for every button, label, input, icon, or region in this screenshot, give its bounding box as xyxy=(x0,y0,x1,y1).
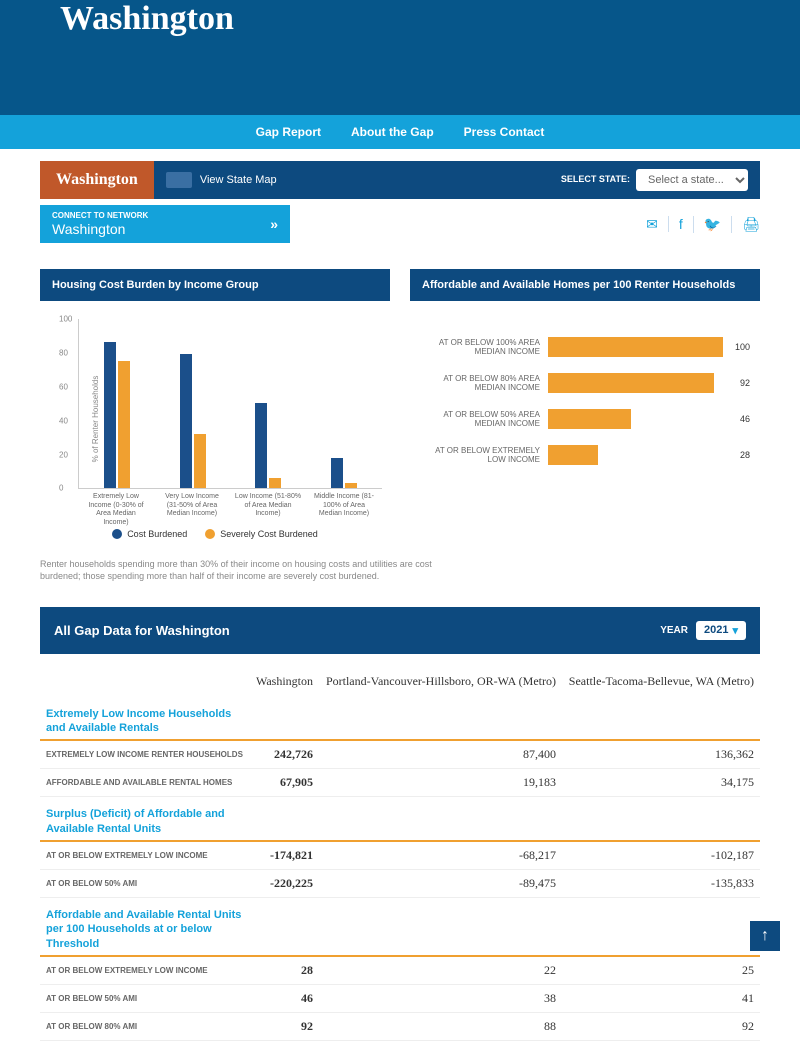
current-state-tab: Washington xyxy=(40,161,154,199)
select-state-label: SELECT STATE: xyxy=(561,175,630,185)
hbar-value: 100 xyxy=(735,342,750,352)
year-select[interactable]: 2021▾ xyxy=(696,621,746,640)
print-icon[interactable]: 🖨 xyxy=(731,216,760,233)
us-map-icon xyxy=(166,172,192,188)
legend-item: Severely Cost Burdened xyxy=(205,529,318,539)
map-bar: View State Map SELECT STATE: Select a st… xyxy=(154,161,760,199)
hbar-value: 92 xyxy=(740,378,750,388)
gap-data-header: All Gap Data for Washington YEAR 2021▾ xyxy=(40,607,760,654)
table-row: AT OR BELOW 80% AMI928892 xyxy=(40,1012,760,1040)
nav-link[interactable]: About the Gap xyxy=(351,125,434,139)
bar xyxy=(118,361,130,489)
bar xyxy=(345,483,357,488)
hbar-value: 28 xyxy=(740,450,750,460)
table-row: EXTREMELY LOW INCOME RENTER HOUSEHOLDS24… xyxy=(40,740,760,769)
email-icon[interactable]: ✉ xyxy=(646,216,658,233)
bar xyxy=(331,458,343,489)
table-header: Seattle-Tacoma-Bellevue, WA (Metro) xyxy=(562,666,760,697)
table-row: AT OR BELOW EXTREMELY LOW INCOME282225 xyxy=(40,956,760,985)
chart1-plot: 020406080100 xyxy=(78,319,382,489)
hbar-label: AT OR BELOW 50% AREA MEDIAN INCOME xyxy=(420,410,540,429)
bar xyxy=(104,342,116,488)
page-title: Washington xyxy=(60,0,740,38)
table-row: AFFORDABLE AND AVAILABLE RENTAL HOMES67,… xyxy=(40,769,760,797)
bar xyxy=(194,434,206,488)
x-axis-label: Extremely Low Income (0-30% of Area Medi… xyxy=(83,493,150,527)
nav-link[interactable]: Press Contact xyxy=(464,125,545,139)
table-header xyxy=(40,666,250,697)
x-axis-label: Very Low Income (31-50% of Area Median I… xyxy=(159,493,226,527)
top-nav: Gap Report About the Gap Press Contact xyxy=(0,115,800,149)
hbar-value: 46 xyxy=(740,414,750,424)
twitter-icon[interactable]: 🐦 xyxy=(693,216,721,233)
cost-burden-chart-card: Housing Cost Burden by Income Group % of… xyxy=(40,269,390,549)
table-row: AT OR BELOW 50% AMI463841 xyxy=(40,984,760,1012)
social-icons: ✉ f 🐦 🖨 xyxy=(646,216,760,233)
chart2-title: Affordable and Available Homes per 100 R… xyxy=(410,269,760,301)
view-map-link[interactable]: View State Map xyxy=(200,174,277,186)
state-select[interactable]: Select a state... xyxy=(636,169,748,191)
facebook-icon[interactable]: f xyxy=(668,216,683,232)
section-heading: Surplus (Deficit) of Affordable and Avai… xyxy=(40,797,250,841)
bar xyxy=(255,403,267,488)
gap-title: All Gap Data for Washington xyxy=(54,623,230,638)
year-label: YEAR xyxy=(660,625,688,636)
x-axis-label: Middle Income (81-100% of Area Median In… xyxy=(311,493,378,527)
connect-state: Washington xyxy=(52,221,148,238)
table-row: AT OR BELOW 50% AMI-220,225-89,475-135,8… xyxy=(40,869,760,897)
chart1-footnote: Renter households spending more than 30%… xyxy=(40,559,440,582)
hbar-fill xyxy=(548,373,714,393)
connect-network-button[interactable]: CONNECT TO NETWORK Washington » xyxy=(40,205,290,243)
table-header: Portland-Vancouver-Hillsboro, OR-WA (Met… xyxy=(319,666,562,697)
availability-chart-card: Affordable and Available Homes per 100 R… xyxy=(410,269,760,549)
nav-link[interactable]: Gap Report xyxy=(256,125,321,139)
hbar-label: AT OR BELOW 80% AREA MEDIAN INCOME xyxy=(420,374,540,393)
hbar-label: AT OR BELOW EXTREMELY LOW INCOME xyxy=(420,446,540,465)
hbar-fill xyxy=(548,445,598,465)
state-bar: Washington View State Map SELECT STATE: … xyxy=(40,161,760,199)
hero-banner: Washington xyxy=(0,0,800,115)
gap-data-table: WashingtonPortland-Vancouver-Hillsboro, … xyxy=(40,666,760,1041)
legend-item: Cost Burdened xyxy=(112,529,187,539)
hbar-fill xyxy=(548,337,723,357)
chevron-right-icon: » xyxy=(270,216,278,232)
table-header: Washington xyxy=(250,666,319,697)
chart2-plot: AT OR BELOW 100% AREA MEDIAN INCOME 100 AT… xyxy=(410,301,760,501)
hbar-label: AT OR BELOW 100% AREA MEDIAN INCOME xyxy=(420,338,540,357)
bar xyxy=(180,354,192,488)
x-axis-label: Low Income (51-80% of Area Median Income… xyxy=(235,493,302,527)
table-row: AT OR BELOW EXTREMELY LOW INCOME-174,821… xyxy=(40,841,760,870)
chart1-legend: Cost Burdened Severely Cost Burdened xyxy=(48,529,382,539)
scroll-top-button[interactable]: ↑ xyxy=(750,921,780,951)
section-heading: Affordable and Available Rental Units pe… xyxy=(40,897,250,955)
section-heading: Extremely Low Income Households and Avai… xyxy=(40,697,250,741)
chart1-title: Housing Cost Burden by Income Group xyxy=(40,269,390,301)
connect-label: CONNECT TO NETWORK xyxy=(52,211,148,221)
bar xyxy=(269,478,281,488)
hbar-fill xyxy=(548,409,631,429)
